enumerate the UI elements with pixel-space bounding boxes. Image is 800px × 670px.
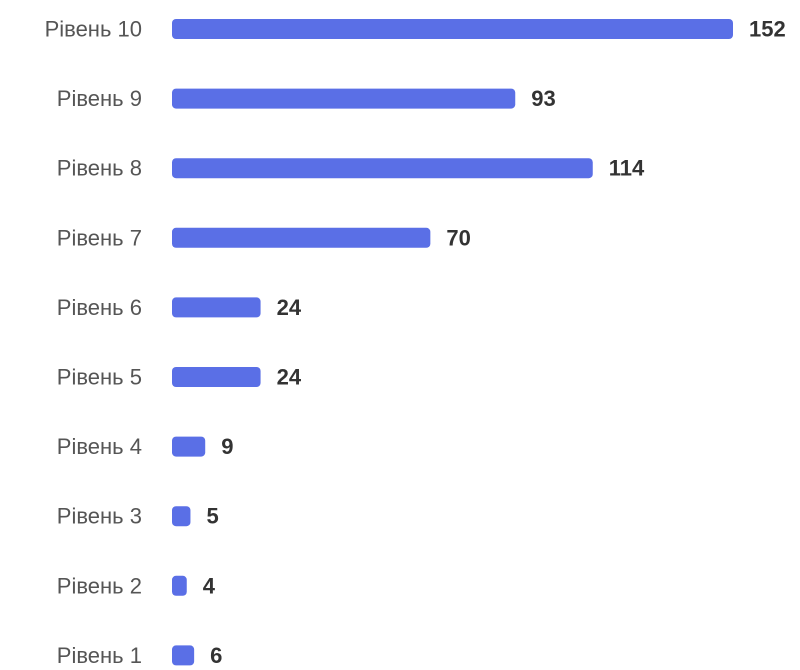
bar (172, 575, 187, 596)
bars-group (172, 19, 733, 666)
category-label: Рівень 5 (57, 365, 142, 390)
value-label: 152 (749, 17, 786, 42)
category-label: Рівень 7 (57, 225, 142, 250)
bar (172, 19, 733, 39)
bar (172, 645, 195, 666)
category-label: Рівень 8 (57, 156, 142, 181)
category-label: Рівень 10 (45, 17, 142, 42)
category-label: Рівень 6 (57, 295, 142, 320)
value-label: 9 (221, 434, 233, 459)
bar (172, 158, 593, 179)
category-label: Рівень 2 (57, 573, 142, 598)
value-label: 24 (277, 295, 302, 320)
category-labels-group: Рівень 10 Рівень 9 Рівень 8 Рівень 7 Рівень … (45, 17, 142, 668)
value-labels-group: 152 93 114 70 24 24 9 5 4 6 (203, 17, 786, 668)
bar (172, 506, 191, 527)
value-label: 4 (203, 573, 216, 598)
bar (172, 88, 516, 109)
value-label: 93 (531, 86, 555, 111)
value-label: 114 (609, 156, 645, 181)
value-label: 5 (206, 504, 218, 529)
value-label: 70 (446, 225, 470, 250)
bar (172, 436, 206, 457)
category-label: Рівень 1 (57, 643, 142, 668)
value-label: 6 (210, 643, 222, 668)
category-label: Рівень 3 (57, 504, 142, 529)
category-label: Рівень 9 (57, 86, 142, 111)
bar (172, 227, 431, 248)
category-label: Рівень 4 (57, 434, 142, 459)
bar (172, 297, 261, 318)
value-label: 24 (277, 365, 302, 390)
bar (172, 367, 261, 387)
